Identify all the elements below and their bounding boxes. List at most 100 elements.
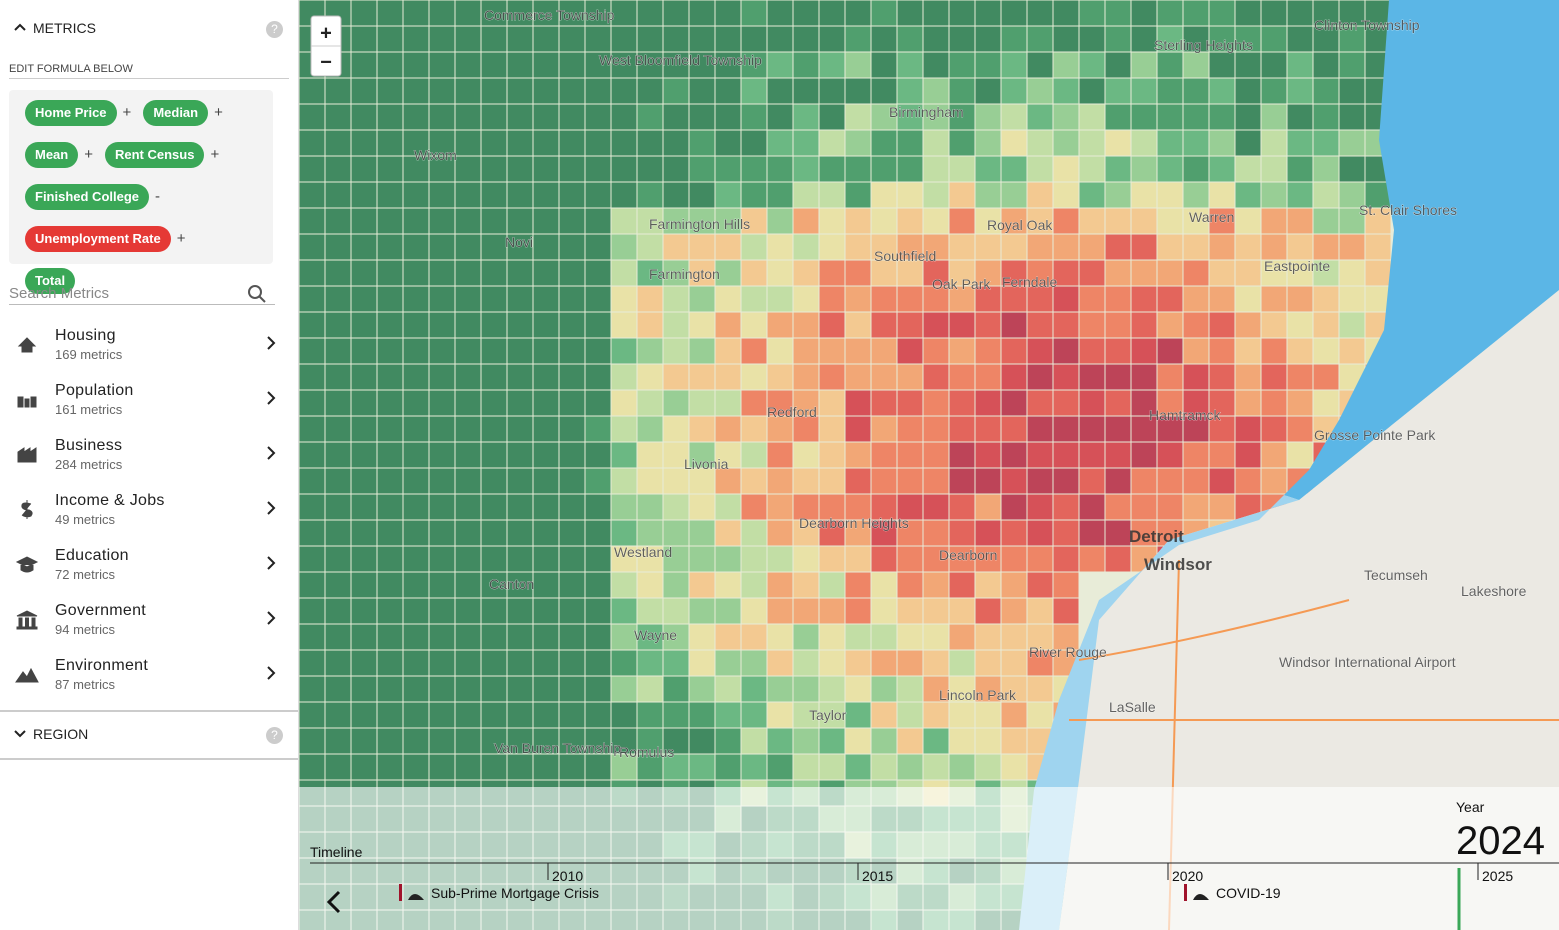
tract (1183, 416, 1209, 442)
tract (767, 754, 793, 780)
tract (1001, 572, 1027, 598)
tract (1183, 26, 1209, 52)
tract (559, 520, 585, 546)
event-label[interactable]: Sub-Prime Mortgage Crisis (431, 885, 599, 901)
metric-pill[interactable]: Mean (25, 142, 79, 168)
tract (611, 572, 637, 598)
category-item[interactable]: Education 72 metrics (0, 547, 298, 597)
tract (533, 234, 559, 260)
tract (767, 390, 793, 416)
tract (715, 156, 741, 182)
tract (923, 312, 949, 338)
operator[interactable]: + (122, 104, 132, 121)
tract (845, 598, 871, 624)
metric-pill[interactable]: Rent Census (105, 142, 205, 168)
timeline-back[interactable] (326, 890, 341, 914)
help-icon[interactable]: ? (266, 21, 283, 38)
category-item[interactable]: Environment 87 metrics (0, 657, 298, 707)
chevron[interactable] (265, 500, 277, 516)
help-icon[interactable]: ? (266, 727, 283, 744)
tract (299, 78, 325, 104)
tract (923, 676, 949, 702)
category-item[interactable]: Housing 169 metrics (0, 327, 298, 377)
tract (1235, 364, 1261, 390)
operator[interactable]: + (84, 146, 93, 163)
tract (689, 676, 715, 702)
tract (689, 754, 715, 780)
tract (871, 572, 897, 598)
chevron[interactable] (265, 445, 277, 461)
chevron[interactable] (265, 665, 277, 681)
tract (1105, 26, 1131, 52)
tract (1339, 104, 1365, 130)
tract (533, 442, 559, 468)
tract (793, 728, 819, 754)
operator[interactable]: - (155, 188, 161, 205)
tract (1261, 156, 1287, 182)
map[interactable]: Commerce Township West Bloomfield Townshi… (299, 0, 1559, 930)
tract (1313, 78, 1339, 104)
tract (559, 572, 585, 598)
tract (351, 364, 377, 390)
tract (1131, 286, 1157, 312)
zoom-in[interactable]: + (320, 22, 332, 44)
tract (403, 468, 429, 494)
tract (1053, 494, 1079, 520)
tract (1001, 702, 1027, 728)
metric-pill[interactable]: Total (25, 268, 76, 294)
category-item[interactable]: Income & Jobs 49 metrics (0, 492, 298, 542)
metric-pill[interactable]: Finished College (25, 184, 150, 210)
tract (637, 26, 663, 52)
zoom-out[interactable]: − (320, 51, 332, 73)
operator[interactable]: + (210, 146, 220, 163)
formula-editor[interactable]: Home Price + Median + Mean + Rent Census + Finis… (9, 90, 273, 294)
tract (325, 390, 351, 416)
event-marker[interactable] (1184, 884, 1187, 901)
tract (741, 442, 767, 468)
tract (1131, 234, 1157, 260)
metric-pill[interactable]: Unemployment Rate (25, 226, 171, 252)
search-icon[interactable] (247, 284, 267, 304)
tract (1053, 78, 1079, 104)
tract (741, 52, 767, 78)
tract (611, 156, 637, 182)
tract (507, 442, 533, 468)
category-item[interactable]: Population 161 metrics (0, 382, 298, 432)
expand-icon[interactable] (14, 729, 26, 739)
place-label: Royal Oak (987, 217, 1053, 233)
tract (975, 104, 1001, 130)
event-icon (408, 894, 424, 900)
metric-pill[interactable]: Median (143, 100, 209, 126)
category-item[interactable]: Business 284 metrics (0, 437, 298, 487)
tract (793, 104, 819, 130)
tract (299, 442, 325, 468)
tract (845, 546, 871, 572)
tract (1027, 624, 1053, 650)
tract (689, 390, 715, 416)
tract (949, 390, 975, 416)
metric-pill[interactable]: Home Price (25, 100, 117, 126)
operator[interactable]: + (214, 104, 223, 121)
chevron[interactable] (265, 390, 277, 406)
category-item[interactable]: Government 94 metrics (0, 602, 298, 652)
tract (637, 338, 663, 364)
metrics-header[interactable]: METRICS (33, 20, 96, 36)
tract (377, 312, 403, 338)
tract (1183, 0, 1209, 26)
event-marker[interactable] (399, 884, 402, 901)
tract (663, 234, 689, 260)
operator[interactable]: + (176, 230, 186, 247)
tract (1313, 0, 1339, 26)
chevron[interactable] (265, 555, 277, 571)
tract (715, 468, 741, 494)
tract (949, 0, 975, 26)
tract (819, 364, 845, 390)
tract (663, 494, 689, 520)
region-header[interactable]: REGION (33, 726, 89, 742)
chevron[interactable] (265, 610, 277, 626)
event-label[interactable]: COVID-19 (1216, 885, 1281, 901)
tract (897, 182, 923, 208)
search-input[interactable]: Search Metrics (9, 285, 275, 305)
chevron[interactable] (265, 335, 277, 351)
collapse-icon[interactable] (14, 22, 26, 32)
